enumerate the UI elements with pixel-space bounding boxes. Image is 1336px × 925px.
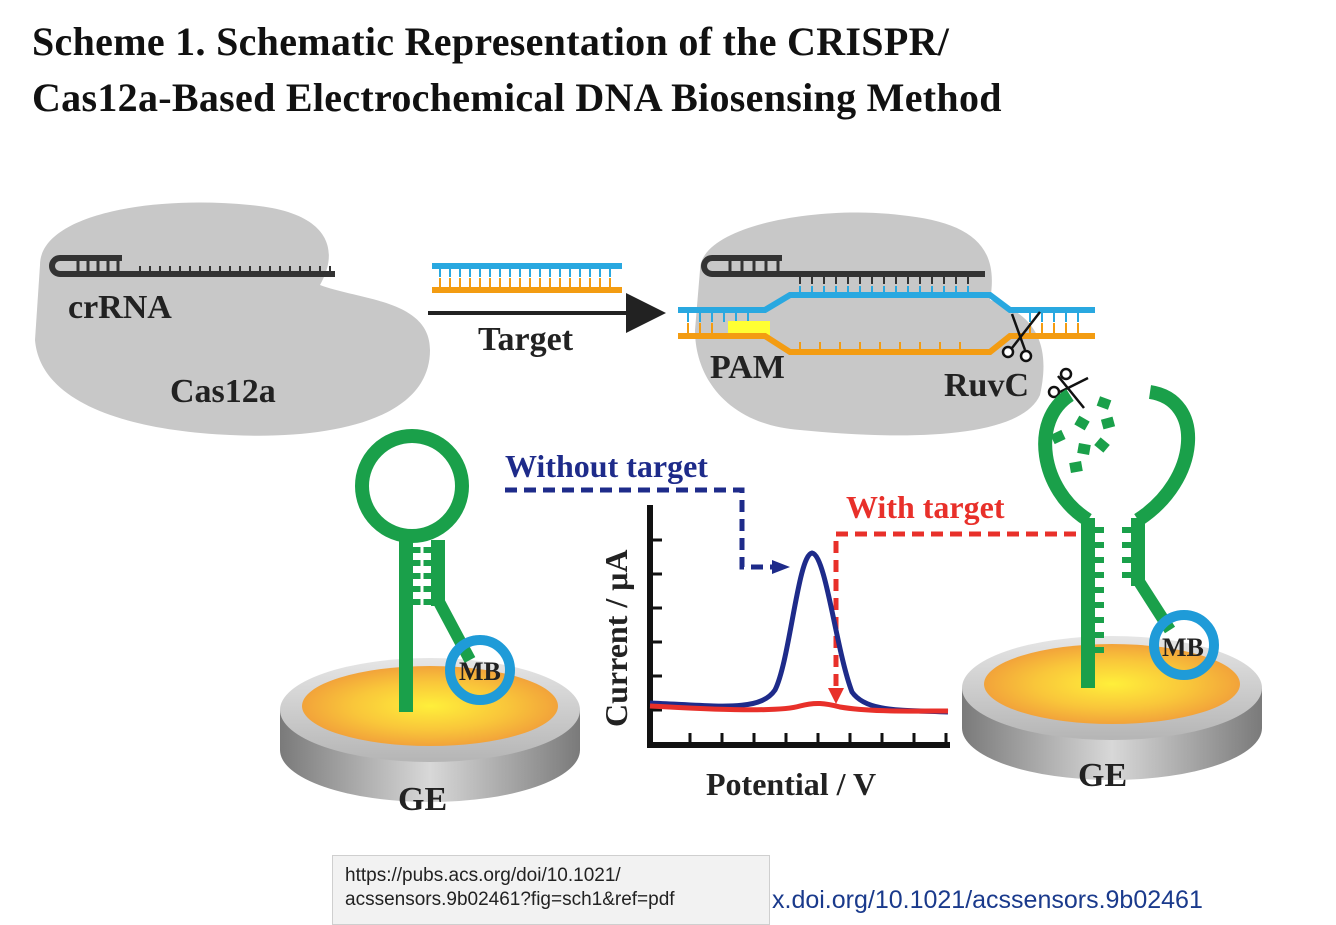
doi-link[interactable]: x.doi.org/10.1021/acssensors.9b02461 <box>772 886 1203 914</box>
pam-region <box>728 321 770 335</box>
methylene-blue-tag <box>445 635 515 705</box>
scissors-icon <box>1047 367 1089 409</box>
cas12a-label: Cas12a <box>170 373 276 410</box>
voltammogram-plot: Current / μA Potential / V <box>598 505 950 802</box>
ge-label-left: GE <box>398 781 447 818</box>
cleaved-fragments <box>1050 396 1116 473</box>
target-dsdna <box>432 263 622 293</box>
pam-label: PAM <box>710 349 785 386</box>
with-target-curve <box>649 701 949 714</box>
scheme-title-line-1: Scheme 1. Schematic Representation of th… <box>32 19 950 64</box>
cas12a-complex: crRNA Cas12a <box>35 202 430 436</box>
ruvc-label: RuvC <box>944 367 1029 404</box>
ge-label-right: GE <box>1078 757 1127 794</box>
with-target-label: With target <box>846 489 1005 525</box>
without-target-arrowhead <box>772 560 790 574</box>
x-axis-label: Potential / V <box>706 766 876 802</box>
scheme-title-line-2: Cas12a-Based Electrochemical DNA Biosens… <box>32 75 1002 120</box>
mb-label-right: MB <box>1162 633 1204 662</box>
crrna-label: crRNA <box>68 289 172 326</box>
with-target-arrowhead <box>828 688 844 704</box>
without-target-connector <box>505 487 776 570</box>
without-target-label: Without target <box>505 448 708 484</box>
without-target-curve <box>649 550 949 715</box>
scissors-icon <box>1001 311 1041 363</box>
electrode-with-target: GE <box>962 385 1262 794</box>
hairpin-probe-cleaved <box>1038 385 1196 688</box>
electrode-without-target: GE MB <box>280 429 580 818</box>
scheme-title: Scheme 1. Schematic Representation of th… <box>32 14 1292 126</box>
link-url-tooltip: https://pubs.acs.org/doi/10.1021/ acssen… <box>332 855 770 925</box>
cas12a-body <box>35 202 430 436</box>
activated-cas12a-body <box>695 212 1044 436</box>
crrna-strand <box>49 255 335 277</box>
activated-cas12a-complex: PAM RuvC <box>678 212 1095 436</box>
y-axis-label: Current / μA <box>598 549 634 727</box>
mb-label-left: MB <box>459 657 501 686</box>
methylene-blue-tag <box>1149 610 1219 680</box>
tooltip-url-line-1: https://pubs.acs.org/doi/10.1021/ <box>345 865 621 886</box>
target-label: Target <box>478 321 574 358</box>
tooltip-url-line-2: acssensors.9b02461?fig=sch1&ref=pdf <box>345 889 675 910</box>
